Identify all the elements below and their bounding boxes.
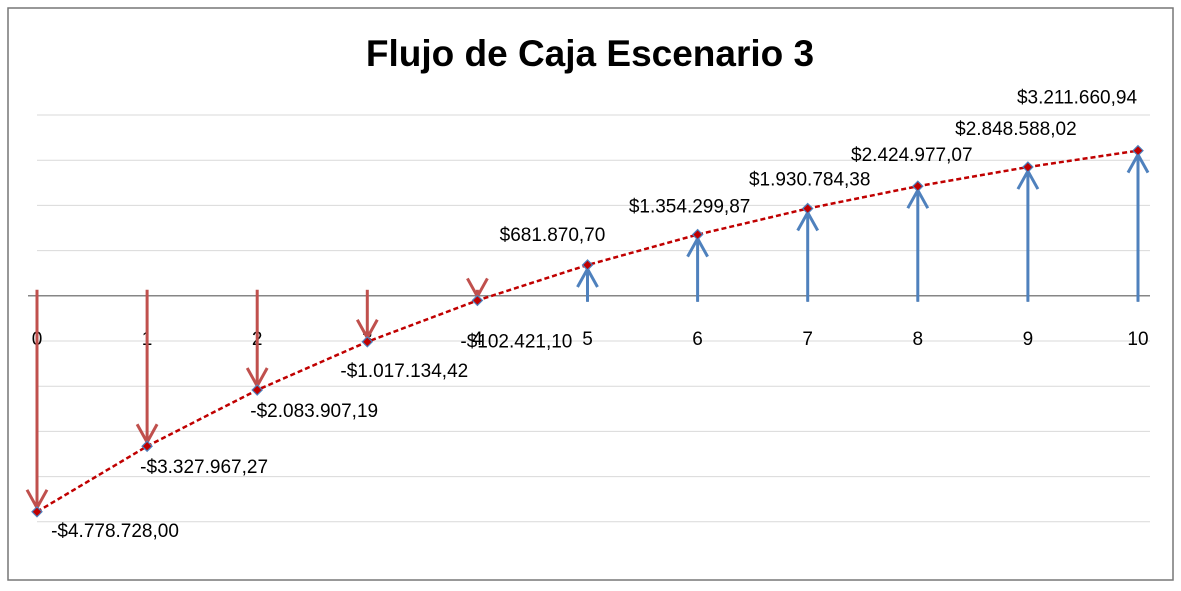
data-label: $1.930.784,38 bbox=[749, 170, 871, 191]
data-label: -$1.017.134,42 bbox=[340, 361, 468, 382]
x-tick-label: 6 bbox=[692, 329, 703, 350]
data-label: -$102.421,10 bbox=[460, 331, 572, 352]
x-tick-label: 9 bbox=[1023, 329, 1034, 350]
marker bbox=[911, 180, 924, 193]
marker bbox=[471, 294, 484, 307]
series-line bbox=[36, 149, 1139, 513]
data-label: $681.870,70 bbox=[500, 225, 606, 246]
x-tick-label: 7 bbox=[802, 329, 813, 350]
data-label: $2.848.588,02 bbox=[955, 119, 1077, 140]
data-label: $1.354.299,87 bbox=[629, 197, 751, 218]
data-label: $2.424.977,07 bbox=[851, 145, 973, 166]
data-label: -$2.083.907,19 bbox=[250, 401, 378, 422]
x-tick-label: 5 bbox=[582, 329, 593, 350]
x-tick-label: 4 bbox=[472, 329, 483, 350]
x-tick-label: 8 bbox=[913, 329, 924, 350]
marker bbox=[1132, 144, 1144, 157]
marker bbox=[801, 202, 814, 215]
data-label: $3.211.660,94 bbox=[1017, 88, 1138, 109]
marker bbox=[581, 259, 594, 271]
marker bbox=[251, 384, 264, 396]
data-label: -$3.327.967,27 bbox=[140, 457, 268, 478]
marker bbox=[361, 335, 374, 348]
chart-border bbox=[7, 7, 1174, 581]
chart-title: Flujo de Caja Escenario 3 bbox=[366, 33, 814, 74]
marker bbox=[1022, 161, 1034, 173]
marker bbox=[31, 505, 43, 518]
marker bbox=[141, 440, 153, 453]
x-tick-label: 10 bbox=[1127, 329, 1148, 350]
data-label: -$4.778.728,00 bbox=[51, 521, 179, 542]
marker bbox=[691, 228, 704, 241]
